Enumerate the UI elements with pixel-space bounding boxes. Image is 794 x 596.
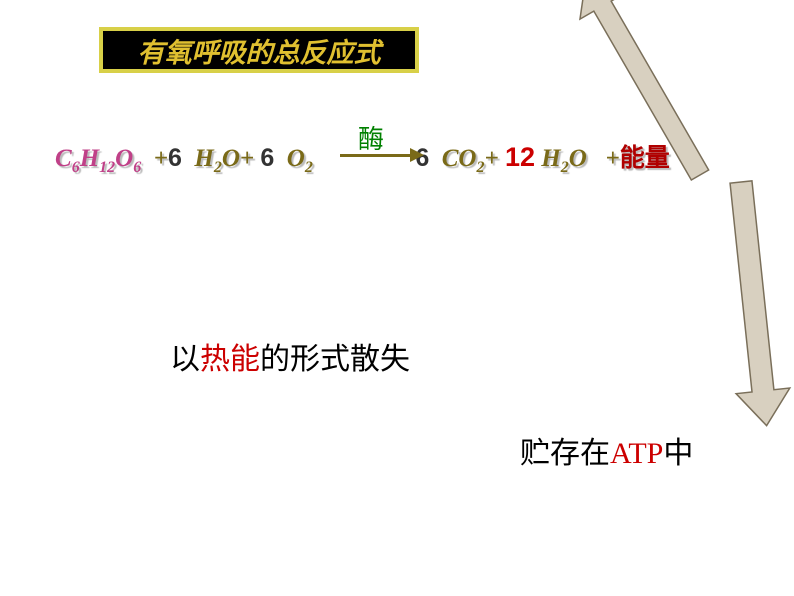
title-box: 有氧呼吸的总反应式: [99, 27, 419, 73]
caption-heat-red: 热能: [200, 343, 260, 376]
glucose: C6H12O6: [55, 145, 141, 172]
reaction-arrow-head: [410, 148, 424, 162]
o2: O2: [281, 145, 313, 172]
energy: 能量: [620, 145, 670, 172]
coef12: 12: [505, 142, 535, 172]
enzyme-label: 酶: [358, 119, 384, 156]
h2o-right: H2O: [541, 145, 587, 172]
caption-heat-pre: 以: [170, 343, 200, 376]
caption-atp-red: ATP: [610, 437, 663, 470]
coef6-b: 6: [260, 144, 274, 172]
caption-heat-post: 的形式散失: [260, 343, 410, 376]
caption-atp: 贮存在ATP中: [520, 428, 693, 472]
plus4: +: [593, 145, 620, 172]
caption-atp-post: 中: [663, 437, 693, 470]
caption-heat: 以热能的形式散失: [170, 334, 410, 378]
co2: CO2: [436, 145, 485, 172]
h2o-left: H2O: [188, 145, 240, 172]
plus3: +: [484, 145, 498, 172]
plus1: +: [147, 145, 168, 172]
title-text: 有氧呼吸的总反应式: [138, 31, 381, 70]
caption-atp-pre: 贮存在: [520, 437, 610, 470]
coef6-a: 6: [168, 144, 182, 172]
plus2: +: [240, 145, 261, 172]
branch-arrow-heat: [0, 0, 794, 596]
branch-arrow-atp: [0, 0, 794, 596]
